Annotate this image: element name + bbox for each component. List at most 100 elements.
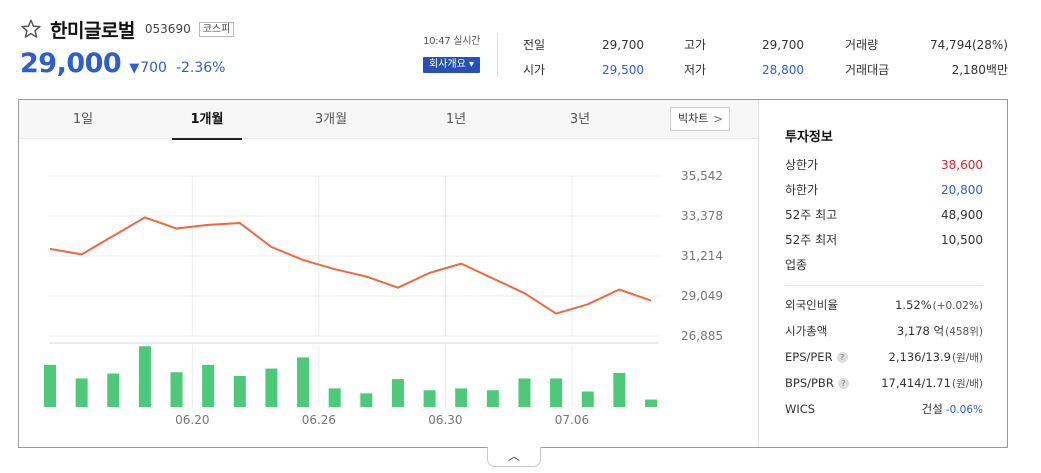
volume-bar bbox=[297, 357, 310, 407]
volume-bar bbox=[328, 388, 341, 407]
info-value-main: 1.52% bbox=[895, 298, 932, 312]
info-row: BPS/PBR? 17,414/1.71(원/배) bbox=[785, 370, 983, 396]
price-change: ▼700 bbox=[129, 60, 167, 76]
summary-value: 2,180백만 bbox=[951, 63, 1008, 77]
market-badge: 코스피 bbox=[198, 21, 235, 37]
summary-row: 시가 29,500 bbox=[523, 57, 644, 82]
info-value: 건설 -0.06% bbox=[922, 396, 983, 423]
chevron-up-icon: ︿ bbox=[507, 449, 520, 463]
volume-bar bbox=[455, 388, 468, 407]
volume-bar bbox=[645, 399, 657, 407]
company-overview-button[interactable]: 회사개요 ▾ bbox=[423, 57, 480, 73]
volume-bar bbox=[265, 368, 278, 407]
info-row: 52주 최저 10,500 bbox=[785, 228, 983, 253]
summary-row: 고가 29,700 bbox=[684, 32, 804, 57]
realtime-label: 10:47 실시간 bbox=[423, 36, 480, 47]
collapse-button[interactable]: ︿ bbox=[487, 447, 541, 467]
help-icon[interactable]: ? bbox=[836, 352, 848, 363]
investment-info-title: 투자정보 bbox=[785, 130, 833, 145]
volume-bar bbox=[44, 364, 56, 407]
star-icon[interactable] bbox=[20, 18, 42, 40]
price-line bbox=[49, 216, 652, 315]
volume-bar bbox=[360, 393, 373, 407]
panel-divider bbox=[758, 100, 759, 447]
info-row: EPS/PER? 2,136/13.9(원/배) bbox=[785, 344, 983, 370]
summary-label: 저가 bbox=[684, 63, 707, 77]
tab-period[interactable]: 1개월 bbox=[172, 100, 242, 140]
y-tick-label: 33,378 bbox=[681, 209, 723, 223]
info-value: 1.52%(+0.02%) bbox=[895, 292, 983, 319]
summary-item: 저가 28,800 bbox=[684, 57, 804, 82]
info-value-sub: -0.06% bbox=[945, 404, 983, 416]
info-label: 52주 최저 bbox=[785, 233, 838, 247]
tab-period[interactable]: 1일 bbox=[72, 112, 94, 127]
info-value-sub: (+0.02%) bbox=[932, 300, 983, 312]
info-label: EPS/PER bbox=[785, 350, 833, 364]
volume-bar bbox=[233, 376, 246, 407]
volume-bar bbox=[138, 346, 151, 407]
big-chart-button[interactable]: 빅차트 > bbox=[670, 107, 730, 131]
info-value-main: 건설 bbox=[921, 402, 943, 416]
title-row: 한미글로벌 053690 코스피 bbox=[20, 14, 400, 44]
summary-item: 전일 29,700 bbox=[523, 32, 644, 57]
current-price: 29,000 bbox=[20, 48, 122, 79]
summary-label: 거래량 bbox=[845, 38, 879, 52]
info-row: 시가총액 3,178 억(458위) bbox=[785, 318, 983, 344]
price-change-percent: -2.36% bbox=[175, 60, 226, 76]
info-rows: 상한가 38,600 하한가 20,800 52주 최고 48,900 52주 최저 10,5… bbox=[785, 153, 983, 278]
summary-item: 거래량 74,794(28%) bbox=[845, 32, 1008, 57]
summary-row: 전일 29,700 bbox=[523, 32, 644, 57]
volume-bar bbox=[581, 391, 594, 407]
price-chart: 35,542 33,378 31,214 29,049 26,885 06.20 06.26… bbox=[44, 169, 723, 427]
summary-item: 시가 29,500 bbox=[523, 57, 644, 82]
info-value: 17,414/1.71(원/배) bbox=[881, 370, 983, 397]
chart-area: 빅차트 > 1일 1개월 3개월 1년 3년 35,542 33,378 31,214 29,… bbox=[19, 100, 758, 447]
info-label: BPS/PBR bbox=[785, 376, 834, 390]
info-value: 2,136/13.9(원/배) bbox=[889, 344, 983, 371]
info-row: 업종 bbox=[785, 253, 983, 278]
tab-period[interactable]: 3년 bbox=[569, 112, 591, 127]
chevron-right-icon: > bbox=[712, 112, 723, 126]
info-value-main: 2,136/13.9 bbox=[888, 350, 951, 364]
chart-panel: 빅차트 > 1일 1개월 3개월 1년 3년 35,542 33,378 31,214 29,… bbox=[18, 99, 1008, 448]
summary-label: 전일 bbox=[523, 38, 546, 52]
summary-value: 29,700 bbox=[762, 37, 804, 52]
info-label: 52주 최고 bbox=[785, 208, 838, 222]
price-row: 29,000 ▼700 -2.36% bbox=[20, 48, 400, 79]
info-row: 52주 최고 48,900 bbox=[785, 203, 983, 228]
summary-item: 고가 29,700 bbox=[684, 32, 804, 57]
info-value: 3,178 억(458위) bbox=[897, 318, 983, 345]
stock-name: 한미글로벌 bbox=[50, 19, 135, 42]
info-label: 외국인비율 bbox=[785, 298, 838, 312]
help-icon[interactable]: ? bbox=[837, 378, 849, 389]
tab-period[interactable]: 1년 bbox=[445, 112, 467, 127]
tab-period[interactable]: 3개월 bbox=[314, 112, 348, 127]
info-row: WICS 건설 -0.06% bbox=[785, 396, 983, 422]
header-meta: 10:47 실시간 회사개요 ▾ bbox=[398, 32, 480, 73]
info-value-sub: (원/배) bbox=[951, 352, 983, 364]
summary-item: 거래대금 2,180백만 bbox=[845, 57, 1008, 82]
summary-row: 거래대금 2,180백만 bbox=[845, 57, 1008, 82]
x-tick-label: 06.26 bbox=[302, 413, 336, 427]
volume-bar bbox=[75, 378, 88, 407]
info-label: 업종 bbox=[785, 258, 808, 272]
down-triangle-icon: ▼ bbox=[129, 61, 140, 76]
summary-value: 29,700 bbox=[602, 37, 644, 52]
price-change-value: 700 bbox=[140, 60, 167, 76]
y-tick-label: 29,049 bbox=[681, 289, 723, 303]
volume-bar bbox=[391, 379, 404, 407]
period-tabs: 빅차트 > 1일 1개월 3개월 1년 3년 bbox=[19, 100, 758, 140]
info-row: 상한가 38,600 bbox=[785, 153, 983, 178]
summary-label: 고가 bbox=[684, 38, 707, 52]
info-label: 하한가 bbox=[785, 183, 819, 197]
summary-row: 거래량 74,794(28%) bbox=[845, 32, 1008, 57]
x-tick-label: 06.20 bbox=[175, 413, 209, 427]
volume-bar bbox=[613, 372, 626, 407]
y-tick-label: 35,542 bbox=[681, 169, 723, 183]
summary-value: 29,500 bbox=[602, 62, 644, 77]
volume-bar bbox=[202, 364, 215, 407]
volume-bar bbox=[518, 378, 531, 407]
x-tick-label: 06.30 bbox=[428, 413, 462, 427]
info-value: 38,600 bbox=[941, 158, 983, 172]
info-value-main: 17,414/1.71 bbox=[881, 376, 951, 390]
